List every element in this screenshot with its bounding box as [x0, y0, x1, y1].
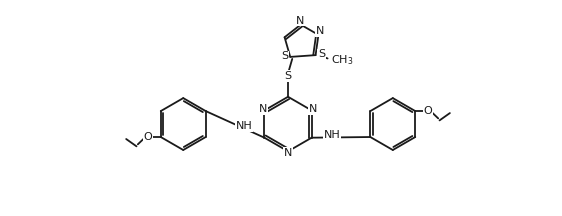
- Text: S: S: [282, 51, 289, 61]
- Text: N: N: [309, 104, 318, 114]
- Text: NH: NH: [324, 130, 341, 140]
- Text: N: N: [296, 16, 304, 26]
- Text: N: N: [259, 104, 267, 114]
- Text: NH: NH: [235, 121, 252, 131]
- Text: S: S: [318, 49, 325, 59]
- Text: O: O: [144, 132, 152, 142]
- Text: N: N: [284, 148, 292, 158]
- Text: CH$_3$: CH$_3$: [331, 53, 353, 67]
- Text: N: N: [316, 26, 324, 36]
- Text: O: O: [424, 106, 432, 116]
- Text: S: S: [284, 71, 292, 81]
